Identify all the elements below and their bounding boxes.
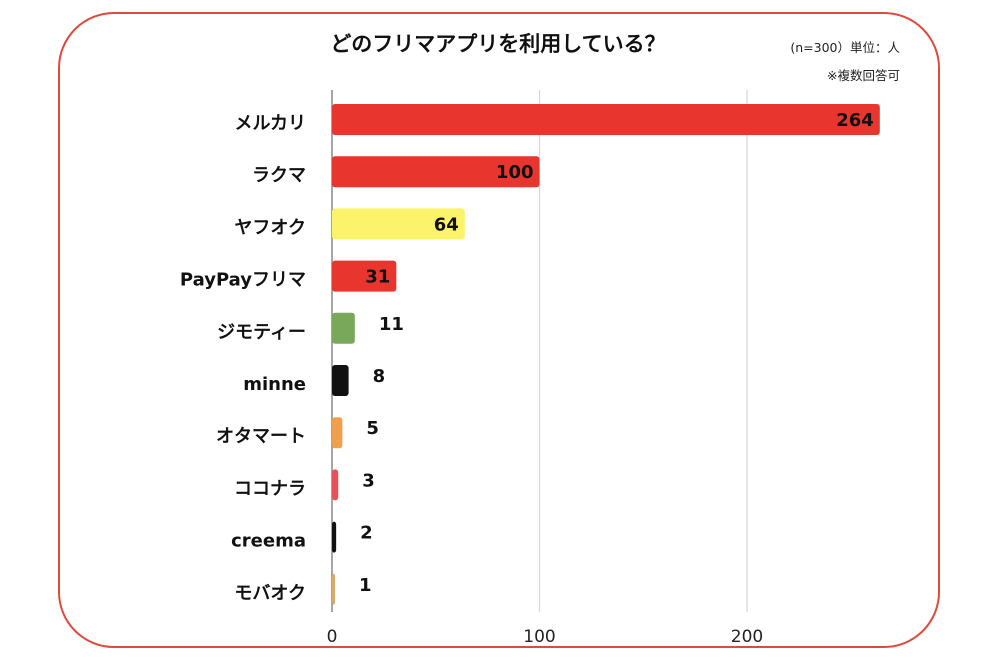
bar-7 [332,417,343,449]
x-tick-label: 100 [523,627,555,647]
category-label: ジモティー [217,322,306,343]
category-label: minne [243,374,306,395]
chart-frame [58,12,940,648]
value-label: 2 [360,523,373,544]
bar-6 [332,365,349,396]
category-label: モバオク [234,583,306,604]
x-axis-ticks: 0 100 200 [327,627,764,647]
bar-5 [332,312,355,344]
bar-3 [332,208,465,240]
value-label: 1 [359,575,372,596]
bar-1 [332,104,880,135]
value-label: 3 [362,470,375,491]
chart-title: どのフリマアプリを利用している？ [330,32,665,56]
value-labels: 264 100 64 31 11 8 5 3 2 1 [359,110,874,596]
value-label: 5 [366,418,379,439]
category-label: PayPayフリマ [180,270,306,291]
bars [332,104,880,605]
value-label: 8 [373,366,386,387]
category-label: ココナラ [234,478,306,499]
bar-9 [332,521,337,553]
value-label: 31 [365,267,390,288]
bar-8 [332,469,339,501]
value-label: 100 [496,162,534,183]
value-label: 11 [379,314,404,335]
sample-size-note: (n=300）単位：人 [790,40,900,55]
x-tick-label: 0 [327,627,338,647]
category-label: ヤフオク [234,217,306,238]
category-label: ラクマ [252,165,306,186]
value-label: 264 [836,110,874,131]
bar-10 [332,573,335,605]
category-label: オタマート [216,426,306,447]
value-label: 64 [434,214,459,235]
multiple-answer-note: ※複数回答可 [827,68,900,83]
bar-2 [332,156,540,188]
category-label: creema [231,531,306,552]
x-tick-label: 200 [731,627,763,647]
bar-4 [332,260,397,292]
category-label: メルカリ [235,113,306,134]
